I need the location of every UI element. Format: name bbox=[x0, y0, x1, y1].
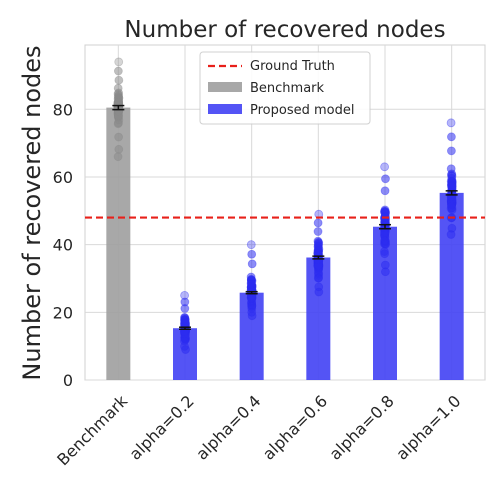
scatter-point bbox=[313, 218, 323, 228]
y-tick-label: 20 bbox=[53, 303, 73, 322]
y-tick-label: 60 bbox=[53, 168, 73, 187]
scatter-point bbox=[313, 227, 323, 236]
y-tick-label: 40 bbox=[53, 236, 73, 255]
legend-box bbox=[199, 51, 371, 125]
scatter-point bbox=[447, 171, 457, 181]
scatter-point bbox=[247, 259, 257, 269]
scatter-point bbox=[180, 318, 190, 328]
error-bars bbox=[112, 104, 458, 330]
legend-proposed-swatch bbox=[208, 104, 242, 114]
legend-benchmark-label: Benchmark bbox=[250, 81, 325, 96]
scatter-point bbox=[447, 223, 457, 233]
scatter-point bbox=[113, 152, 123, 162]
x-ticks: Benchmarkalpha=0.2alpha=0.4alpha=0.6alph… bbox=[53, 391, 464, 469]
chart-title: Number of recovered nodes bbox=[124, 17, 445, 43]
x-tick-label: alpha=0.4 bbox=[192, 391, 264, 463]
scatter-point bbox=[247, 249, 257, 259]
legend-benchmark-swatch bbox=[208, 82, 242, 92]
scatter-point bbox=[246, 278, 256, 287]
legend-proposed-label: Proposed model bbox=[250, 103, 354, 118]
y-tick-label: 0 bbox=[63, 371, 73, 390]
scatter-point bbox=[180, 297, 190, 307]
scatter-point bbox=[380, 186, 390, 196]
scatter-point bbox=[113, 83, 123, 93]
x-tick-label: alpha=1.0 bbox=[392, 391, 464, 463]
scatter-point bbox=[246, 240, 256, 250]
scatter-point bbox=[446, 118, 456, 128]
scatter-point bbox=[380, 260, 390, 270]
scatter-point bbox=[447, 132, 456, 142]
x-tick-label: alpha=0.2 bbox=[126, 391, 198, 463]
x-tick-label: alpha=0.8 bbox=[326, 391, 398, 463]
scatter-point bbox=[247, 307, 257, 317]
scatter-point bbox=[381, 239, 390, 248]
scatter-point bbox=[114, 144, 124, 154]
scatter-point bbox=[313, 273, 323, 283]
scatter-point bbox=[447, 201, 456, 211]
scatter-point bbox=[114, 57, 124, 67]
scatter-point bbox=[380, 249, 390, 259]
x-tick-label: Benchmark bbox=[53, 391, 131, 469]
y-axis-label: Number of recovered nodes bbox=[18, 45, 46, 380]
scatter-point bbox=[447, 146, 456, 156]
scatter-point bbox=[313, 239, 323, 249]
scatter-point bbox=[114, 75, 124, 85]
legend: Ground Truth Benchmark Proposed model bbox=[199, 51, 371, 125]
scatter-point bbox=[314, 282, 324, 292]
y-ticks: 0 20 40 60 80 bbox=[53, 100, 73, 390]
scatter-point bbox=[380, 208, 390, 217]
scatter-point bbox=[113, 66, 123, 76]
y-tick-label: 80 bbox=[53, 100, 73, 119]
x-tick-label: alpha=0.6 bbox=[259, 391, 331, 463]
legend-ground-truth-label: Ground Truth bbox=[250, 59, 335, 74]
bar bbox=[439, 192, 464, 380]
scatter-point bbox=[114, 132, 124, 142]
scatter-point bbox=[180, 341, 189, 351]
scatter-point bbox=[381, 174, 390, 184]
scatter-point bbox=[380, 162, 389, 172]
